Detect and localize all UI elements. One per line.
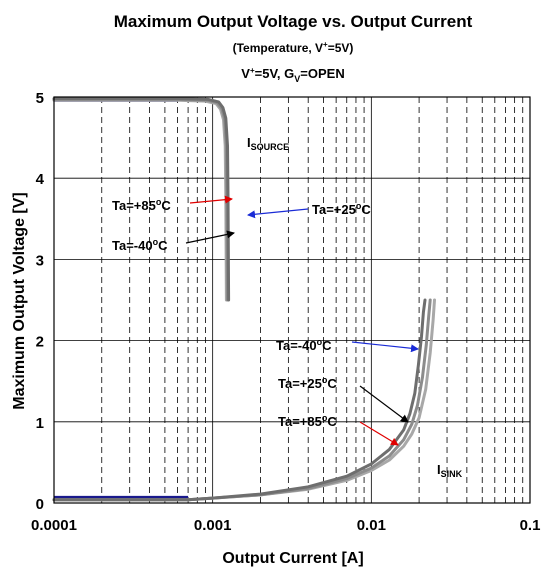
chart-condition: V+=5V, GV=OPEN: [241, 66, 344, 84]
y-tick-label: 5: [36, 90, 44, 107]
arrow-sink-40: [351, 341, 419, 353]
annotation-source-25-tail: C: [361, 202, 371, 217]
chart-subtitle-close: =5V): [328, 41, 354, 55]
y-axis-label: Maximum Output Voltage [V]: [11, 192, 28, 409]
x-tick-label: 0.01: [357, 517, 386, 534]
annotation-sink-40-sup: o: [317, 337, 323, 347]
x-tick-label: 0.001: [194, 517, 232, 534]
arrow-sink-25: [359, 385, 409, 423]
annotation-source-40-lead: Ta=-40: [112, 238, 153, 253]
annotation-source-40-tail: C: [158, 238, 168, 253]
chart-subtitle-sup: +: [323, 40, 328, 49]
rail-lines: [54, 98, 189, 499]
chart-subtitle-open: (Temperature, V: [233, 41, 323, 55]
series-line-sink: [52, 298, 436, 502]
tick-labels: 0.0001 0.001 0.01 0.1 0 1 2 3 4 5: [31, 90, 540, 534]
annotation-sink-40-tail: C: [322, 338, 332, 353]
isink-label: ISINK: [437, 462, 463, 479]
annotation-source-25-lead: Ta=+25: [312, 202, 356, 217]
annotation-source-85: Ta=+85oC: [112, 197, 171, 213]
annotation-sink-25-lead: Ta=+25: [278, 376, 322, 391]
y-tick-label: 1: [36, 415, 44, 432]
annotation-source-40-sup: o: [153, 237, 159, 247]
annotation-sink-25-tail: C: [327, 376, 337, 391]
chart-condition-v: V: [241, 66, 250, 81]
arrow-sink-85: [359, 421, 399, 446]
arrow-source-25: [247, 208, 309, 219]
grid: [53, 96, 531, 504]
series-line-sink: [52, 298, 427, 502]
chart-condition-mid: =5V, G: [255, 66, 295, 81]
isource-label-main: I: [247, 135, 251, 150]
annotation-sink-40: Ta=-40oC: [276, 337, 332, 353]
series-line-source: [52, 97, 231, 302]
isource-label: ISOURCE: [247, 135, 289, 152]
annotation-source-85-sup: o: [156, 197, 162, 207]
annotation-source-85-lead: Ta=+85: [112, 198, 156, 213]
y-tick-label: 4: [36, 171, 45, 188]
x-tick-label: 0.0001: [31, 517, 77, 534]
series-lines: [52, 97, 436, 502]
annotation-sink-25: Ta=+25oC: [278, 375, 337, 391]
annotation-sink-40-lead: Ta=-40: [276, 338, 317, 353]
isource-label-sub: SOURCE: [251, 142, 290, 152]
annotation-source-85-tail: C: [161, 198, 171, 213]
annotation-sink-85-tail: C: [327, 414, 337, 429]
chart-condition-end: =OPEN: [300, 66, 344, 81]
y-tick-label: 0: [36, 496, 44, 513]
isink-label-sub: SINK: [441, 469, 463, 479]
chart-subtitle: (Temperature, V+=5V): [233, 40, 354, 55]
plot-frame: [53, 96, 531, 504]
annotation-source-25-sup: o: [356, 201, 362, 211]
x-axis-label: Output Current [A]: [222, 550, 363, 567]
arrow-source-85: [189, 195, 233, 204]
arrow-source-40: [185, 230, 235, 244]
annotation-source-25: Ta=+25oC: [312, 201, 371, 217]
annotation-sink-85-sup: o: [322, 413, 328, 423]
annotation-source-40: Ta=-40oC: [112, 237, 168, 253]
annotation-sink-85-lead: Ta=+85: [278, 414, 322, 429]
x-tick-label: 0.1: [520, 517, 541, 534]
y-tick-label: 3: [36, 252, 44, 269]
annotation-sink-85: Ta=+85oC: [278, 413, 337, 429]
y-tick-label: 2: [36, 334, 44, 351]
annotation-sink-25-sup: o: [322, 375, 328, 385]
isink-label-main: I: [437, 462, 441, 477]
chart-condition-g-sub: V: [294, 74, 300, 84]
chart-title: Maximum Output Voltage vs. Output Curren…: [114, 12, 473, 31]
chart-condition-v-sup: +: [250, 66, 255, 75]
